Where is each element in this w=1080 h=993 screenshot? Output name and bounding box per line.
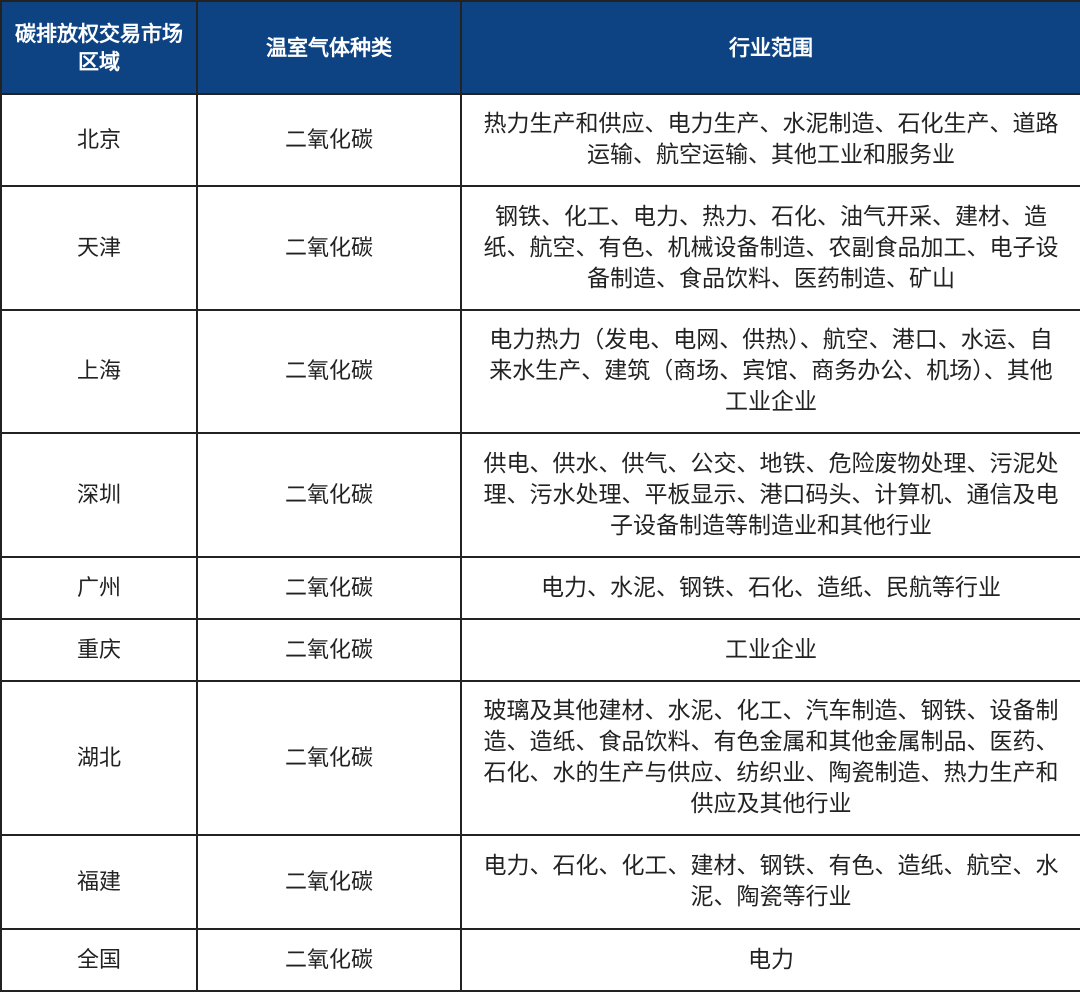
region-cell: 福建	[0, 834, 198, 930]
scope-cell: 供电、供水、供气、公交、地铁、危险废物处理、污泥处理、污水处理、平板显示、港口码…	[460, 432, 1080, 558]
gas-cell: 二氧化碳	[196, 309, 462, 434]
gas-cell: 二氧化碳	[196, 556, 462, 620]
scope-cell: 电力热力（发电、电网、供热）、航空、港口、水运、自来水生产、建筑（商场、宾馆、商…	[460, 309, 1080, 434]
scope-cell: 热力生产和供应、电力生产、水泥制造、石化生产、道路运输、航空运输、其他工业和服务…	[460, 93, 1080, 187]
header-scope: 行业范围	[460, 0, 1080, 95]
table-row: 福建 二氧化碳 电力、石化、化工、建材、钢铁、有色、造纸、航空、水泥、陶瓷等行业	[0, 834, 1080, 930]
region-cell: 北京	[0, 93, 198, 187]
gas-cell: 二氧化碳	[196, 680, 462, 836]
region-cell: 天津	[0, 185, 198, 311]
gas-cell: 二氧化碳	[196, 185, 462, 311]
gas-cell: 二氧化碳	[196, 432, 462, 558]
table-row: 湖北 二氧化碳 玻璃及其他建材、水泥、化工、汽车制造、钢铁、设备制造、造纸、食品饮料…	[0, 680, 1080, 836]
gas-cell: 二氧化碳	[196, 618, 462, 682]
header-row: 碳排放权交易市场区域 温室气体种类 行业范围	[0, 0, 1080, 95]
region-cell: 广州	[0, 556, 198, 620]
table-row: 深圳 二氧化碳 供电、供水、供气、公交、地铁、危险废物处理、污泥处理、污水处理、平板…	[0, 432, 1080, 558]
gas-cell: 二氧化碳	[196, 928, 462, 992]
scope-cell: 电力	[460, 928, 1080, 992]
region-cell: 湖北	[0, 680, 198, 836]
table-row: 重庆 二氧化碳 工业企业	[0, 618, 1080, 682]
region-cell: 重庆	[0, 618, 198, 682]
gas-cell: 二氧化碳	[196, 93, 462, 187]
scope-cell: 电力、石化、化工、建材、钢铁、有色、造纸、航空、水泥、陶瓷等行业	[460, 834, 1080, 930]
region-cell: 上海	[0, 309, 198, 434]
scope-cell: 电力、水泥、钢铁、石化、造纸、民航等行业	[460, 556, 1080, 620]
scope-cell: 玻璃及其他建材、水泥、化工、汽车制造、钢铁、设备制造、造纸、食品饮料、有色金属和…	[460, 680, 1080, 836]
scope-cell: 钢铁、化工、电力、热力、石化、油气开采、建材、造纸、航空、有色、机械设备制造、农…	[460, 185, 1080, 311]
table-row: 全国 二氧化碳 电力	[0, 928, 1080, 992]
scope-cell: 工业企业	[460, 618, 1080, 682]
gas-cell: 二氧化碳	[196, 834, 462, 930]
table-row: 广州 二氧化碳 电力、水泥、钢铁、石化、造纸、民航等行业	[0, 556, 1080, 620]
table-row: 天津 二氧化碳 钢铁、化工、电力、热力、石化、油气开采、建材、造纸、航空、有色、机械…	[0, 185, 1080, 311]
region-cell: 全国	[0, 928, 198, 992]
table-row: 北京 二氧化碳 热力生产和供应、电力生产、水泥制造、石化生产、道路运输、航空运输、其…	[0, 93, 1080, 187]
region-cell: 深圳	[0, 432, 198, 558]
header-gas: 温室气体种类	[196, 0, 462, 95]
header-region: 碳排放权交易市场区域	[0, 0, 198, 95]
table-row: 上海 二氧化碳 电力热力（发电、电网、供热）、航空、港口、水运、自来水生产、建筑（商…	[0, 309, 1080, 434]
